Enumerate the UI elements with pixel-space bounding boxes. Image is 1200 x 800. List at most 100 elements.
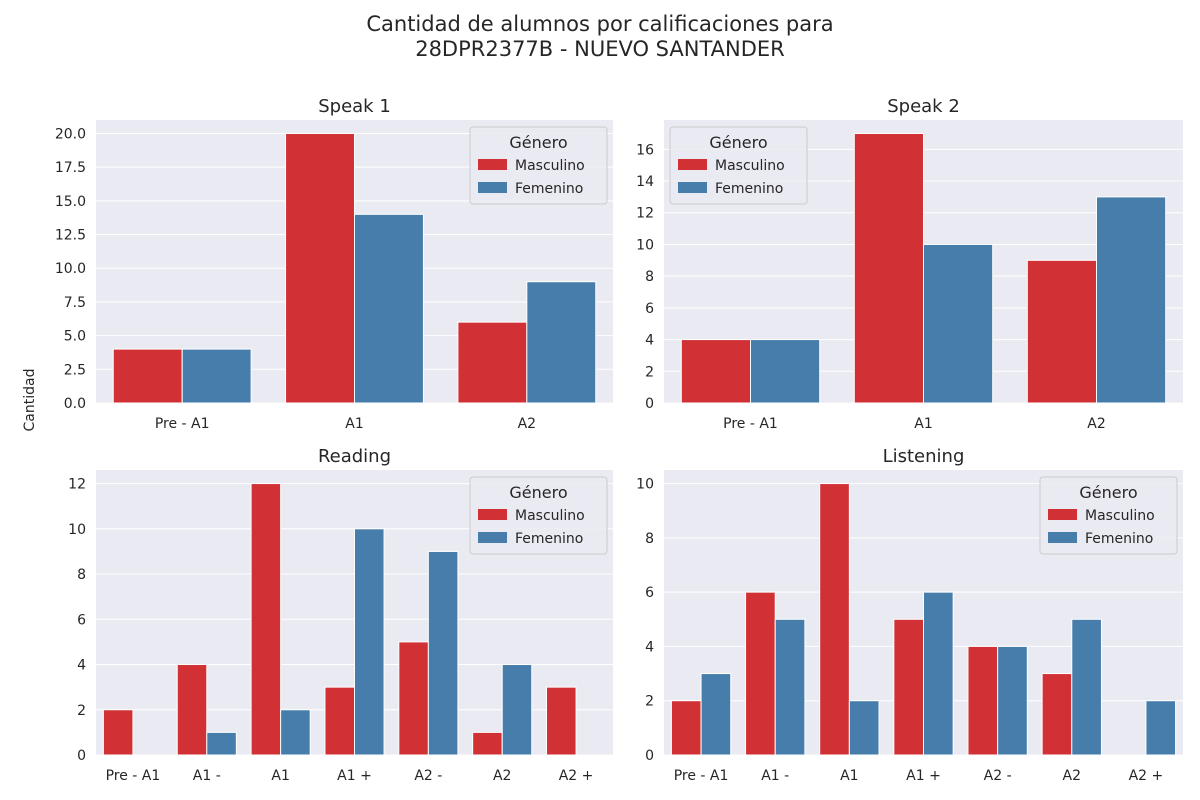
bar-masculino-4 <box>324 686 356 756</box>
x-tick-label: Pre - A1 <box>723 416 778 432</box>
y-tick-label: 12 <box>636 206 654 222</box>
legend-swatch-femenino <box>1048 532 1077 543</box>
legend-swatch-femenino <box>678 182 707 193</box>
y-tick-label: 0 <box>645 748 654 764</box>
y-tick-label: 10 <box>636 237 654 253</box>
panel-title: Speak 2 <box>887 96 960 117</box>
bar-femenino-4 <box>354 528 385 756</box>
bar-masculino-2 <box>853 132 924 404</box>
y-tick-label: 4 <box>645 639 654 655</box>
y-tick-label: 8 <box>645 269 654 285</box>
legend-swatch-masculino <box>478 159 507 170</box>
chart-panel-2: 0 2 4 6 8 10 12 14 16 Speak 2 Pre - A1 A1 A2 Género Ma… <box>636 96 1183 432</box>
bar-masculino-1 <box>102 709 134 756</box>
legend-swatch-femenino <box>478 532 507 543</box>
bar-femenino-2 <box>923 243 994 404</box>
y-tick-label: 5.0 <box>64 329 86 345</box>
legend-title: Género <box>709 133 767 152</box>
y-tick-label: 12 <box>68 477 86 493</box>
y-tick-label: 8 <box>645 531 654 547</box>
bar-femenino-1 <box>700 673 732 756</box>
bar-masculino-1 <box>670 700 702 756</box>
bar-femenino-2 <box>774 618 806 756</box>
panel-title: Speak 1 <box>318 96 391 117</box>
bar-femenino-3 <box>526 281 597 404</box>
x-tick-label: A1 <box>345 416 363 432</box>
y-tick-label: 0 <box>645 396 654 412</box>
y-tick-label: 10 <box>68 522 86 538</box>
x-tick-label: A1 + <box>337 768 372 784</box>
bar-masculino-1 <box>680 339 751 404</box>
x-tick-label: Pre - A1 <box>106 768 161 784</box>
legend-swatch-masculino <box>678 159 707 170</box>
panel-title: Reading <box>318 446 391 467</box>
y-tick-label: 17.5 <box>55 160 86 176</box>
bar-femenino-5 <box>427 550 459 756</box>
bar-masculino-5 <box>967 645 999 756</box>
y-tick-label: 0.0 <box>64 396 86 412</box>
panel-title: Listening <box>883 446 965 467</box>
x-tick-label: A1 <box>840 768 858 784</box>
y-tick-label: 2 <box>77 703 86 719</box>
bar-masculino-2 <box>745 591 776 756</box>
bar-femenino-3 <box>848 700 880 756</box>
bar-masculino-5 <box>398 641 429 756</box>
legend-swatch-masculino <box>478 509 507 520</box>
bar-femenino-1 <box>750 339 821 404</box>
x-tick-label: A2 <box>493 768 511 784</box>
legend-swatch-femenino <box>478 182 507 193</box>
legend-label-femenino: Femenino <box>515 531 583 547</box>
bar-femenino-6 <box>1071 618 1102 756</box>
bar-femenino-7 <box>1145 700 1177 756</box>
bar-masculino-3 <box>250 483 282 756</box>
bar-femenino-5 <box>997 645 1028 756</box>
x-tick-label: A2 - <box>984 768 1012 784</box>
bar-masculino-2 <box>176 664 208 756</box>
bar-masculino-6 <box>472 731 503 756</box>
y-tick-label: 12.5 <box>55 228 86 244</box>
legend-label-femenino: Femenino <box>515 181 583 197</box>
y-tick-label: 0 <box>77 748 86 764</box>
legend-label-femenino: Femenino <box>715 181 783 197</box>
legend: Género Masculino Femenino <box>469 126 608 205</box>
bar-femenino-3 <box>1096 196 1167 404</box>
y-tick-label: 6 <box>645 301 654 317</box>
x-tick-label: Pre - A1 <box>674 768 729 784</box>
y-tick-label: 7.5 <box>64 295 86 311</box>
bar-femenino-6 <box>501 664 533 756</box>
bar-masculino-3 <box>457 321 528 404</box>
chart-panel-3: 0 2 4 6 8 10 12 Reading Pre - A1 A1 - A1 A1 + A2 - A2… <box>68 446 613 784</box>
x-tick-label: A2 <box>1063 768 1081 784</box>
figure-title-line-2: 28DPR2377B - NUEVO SANTANDER <box>415 37 785 61</box>
y-tick-label: 6 <box>77 612 86 628</box>
legend-label-masculino: Masculino <box>1085 508 1155 524</box>
legend: Género Masculino Femenino <box>469 476 608 555</box>
x-tick-label: A1 <box>914 416 932 432</box>
bar-masculino-2 <box>285 132 356 404</box>
bar-masculino-7 <box>546 686 577 756</box>
figure-title: Cantidad de alumnos por calificaciones p… <box>0 12 1200 62</box>
y-tick-label: 10 <box>636 477 654 493</box>
x-tick-label: A2 + <box>559 768 594 784</box>
y-tick-label: 2 <box>645 364 654 380</box>
x-tick-label: A1 + <box>906 768 941 784</box>
x-tick-label: A2 - <box>414 768 442 784</box>
bar-femenino-3 <box>280 709 311 756</box>
y-tick-label: 2.5 <box>64 362 86 378</box>
legend-swatch-masculino <box>1048 509 1077 520</box>
y-tick-label: 8 <box>77 567 86 583</box>
bar-masculino-1 <box>112 348 183 404</box>
y-tick-label: 20.0 <box>55 126 86 142</box>
bar-femenino-2 <box>354 213 424 404</box>
legend-title: Género <box>509 483 567 502</box>
figure-title-line-1: Cantidad de alumnos por calificaciones p… <box>366 12 834 36</box>
legend-title: Género <box>1079 483 1137 502</box>
legend-title: Género <box>509 133 567 152</box>
legend: Género Masculino Femenino <box>1039 476 1178 555</box>
y-tick-label: 15.0 <box>55 194 86 210</box>
legend-label-femenino: Femenino <box>1085 531 1153 547</box>
y-tick-label: 4 <box>77 658 86 674</box>
y-tick-label: 16 <box>636 142 654 158</box>
chart-panel-1: 0.0 2.5 5.0 7.5 10.0 12.5 15.0 17.5 20.0 Speak 1 P… <box>55 96 613 432</box>
